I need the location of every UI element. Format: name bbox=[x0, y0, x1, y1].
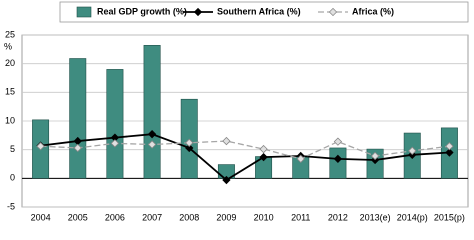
x-tick-label: 2008 bbox=[179, 212, 199, 222]
legend-marker bbox=[328, 7, 338, 17]
legend-label: Southern Africa (%) bbox=[217, 6, 301, 16]
marker bbox=[222, 175, 231, 185]
y-tick-label: 25 bbox=[5, 29, 15, 39]
y-tick-label: -5 bbox=[7, 201, 15, 211]
marker bbox=[185, 138, 194, 147]
x-tick-label: 2006 bbox=[105, 212, 125, 222]
x-tick-label: 2012 bbox=[328, 212, 348, 222]
x-tick-label: 2011 bbox=[291, 212, 310, 222]
marker bbox=[333, 154, 343, 164]
y-tick-label: 5 bbox=[10, 144, 15, 154]
marker bbox=[445, 148, 454, 157]
bar bbox=[106, 69, 124, 179]
legend-box bbox=[59, 1, 469, 23]
x-tick-label: 2004 bbox=[31, 212, 51, 222]
x-tick-label: 2014(p) bbox=[397, 212, 428, 222]
marker bbox=[36, 142, 45, 151]
x-tick-label: 2013(e) bbox=[360, 212, 391, 222]
marker bbox=[73, 143, 82, 153]
legend-label: Real GDP growth (%) bbox=[97, 6, 187, 16]
line bbox=[40, 140, 450, 160]
marker bbox=[259, 152, 268, 162]
marker bbox=[147, 140, 157, 149]
legend-marker bbox=[193, 7, 203, 17]
line bbox=[40, 133, 450, 182]
y-tick-label: 10 bbox=[5, 115, 15, 125]
marker bbox=[296, 154, 305, 164]
x-tick-label: 2009 bbox=[216, 212, 236, 222]
x-tick-label: 2007 bbox=[142, 212, 162, 222]
marker bbox=[408, 146, 417, 155]
x-tick-label: 2015(p) bbox=[434, 212, 465, 222]
marker bbox=[445, 142, 454, 151]
bar bbox=[69, 58, 87, 179]
bar bbox=[143, 45, 161, 179]
legend-swatch bbox=[76, 6, 92, 18]
x-tick-label: 2010 bbox=[254, 212, 274, 222]
y-tick-label: 0 bbox=[10, 173, 15, 183]
marker bbox=[110, 139, 120, 148]
marker bbox=[259, 144, 268, 154]
marker bbox=[370, 151, 380, 161]
marker bbox=[147, 130, 157, 139]
chart: % -5 0 5 10 15 20 25 2004 2005 2006 2007 2008 2009 20… bbox=[4, 1, 469, 222]
marker bbox=[185, 143, 194, 153]
marker bbox=[333, 137, 343, 146]
marker bbox=[222, 136, 231, 146]
legend-label: Africa (%) bbox=[352, 6, 394, 16]
y-tick-label: 20 bbox=[5, 58, 15, 68]
y-axis-label: % bbox=[4, 41, 12, 51]
bar bbox=[329, 147, 347, 179]
y-tick-label: 15 bbox=[5, 87, 15, 97]
x-tick-label: 2005 bbox=[68, 212, 88, 222]
